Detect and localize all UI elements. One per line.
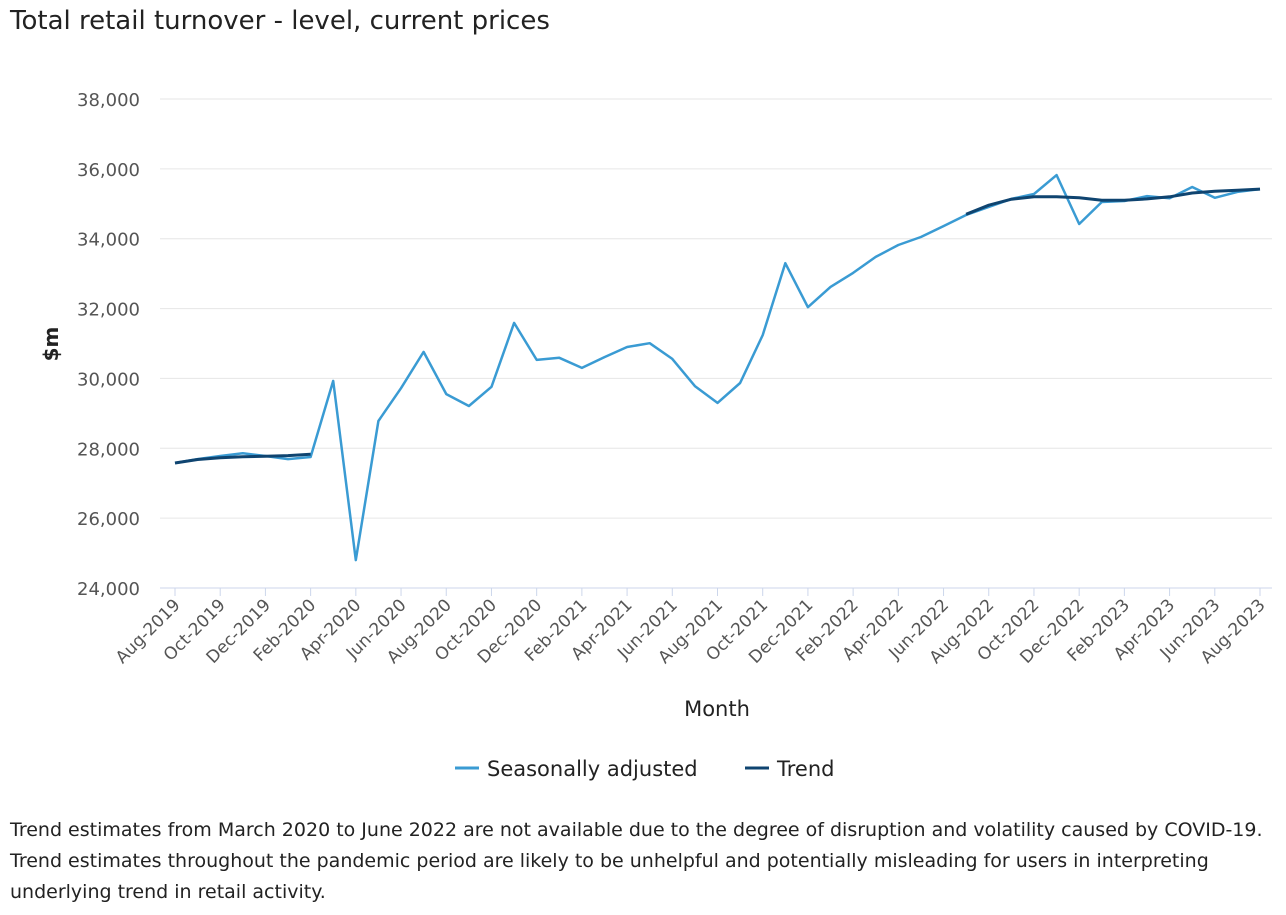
y-tick-label: 28,000	[77, 439, 140, 460]
y-axis-title: $m	[39, 327, 63, 362]
series-line-seasonally-adjusted	[174, 173, 1261, 562]
footnote: Trend estimates from March 2020 to June …	[10, 815, 1280, 908]
legend-label: Seasonally adjusted	[487, 757, 698, 781]
x-axis-title: Month	[684, 697, 750, 721]
chart-title: Total retail turnover - level, current p…	[10, 6, 550, 36]
footnote-line: Trend estimates from March 2020 to June …	[10, 819, 1263, 841]
y-tick-label: 32,000	[77, 300, 140, 321]
line-chart: 24,000 26,000 28,000 30,000 32,000 34,000 36,0…	[39, 90, 1272, 781]
y-tick-label: 24,000	[77, 579, 140, 600]
y-tick-label: 36,000	[77, 160, 140, 181]
series-line-trend	[174, 187, 1261, 465]
y-tick-label: 38,000	[77, 90, 140, 111]
footnote-line: Trend estimates throughout the pandemic …	[10, 850, 1209, 903]
y-tick-label: 30,000	[77, 369, 140, 390]
y-tick-label: 34,000	[77, 230, 140, 251]
legend-label: Trend	[776, 757, 834, 781]
y-tick-label: 26,000	[77, 509, 140, 530]
